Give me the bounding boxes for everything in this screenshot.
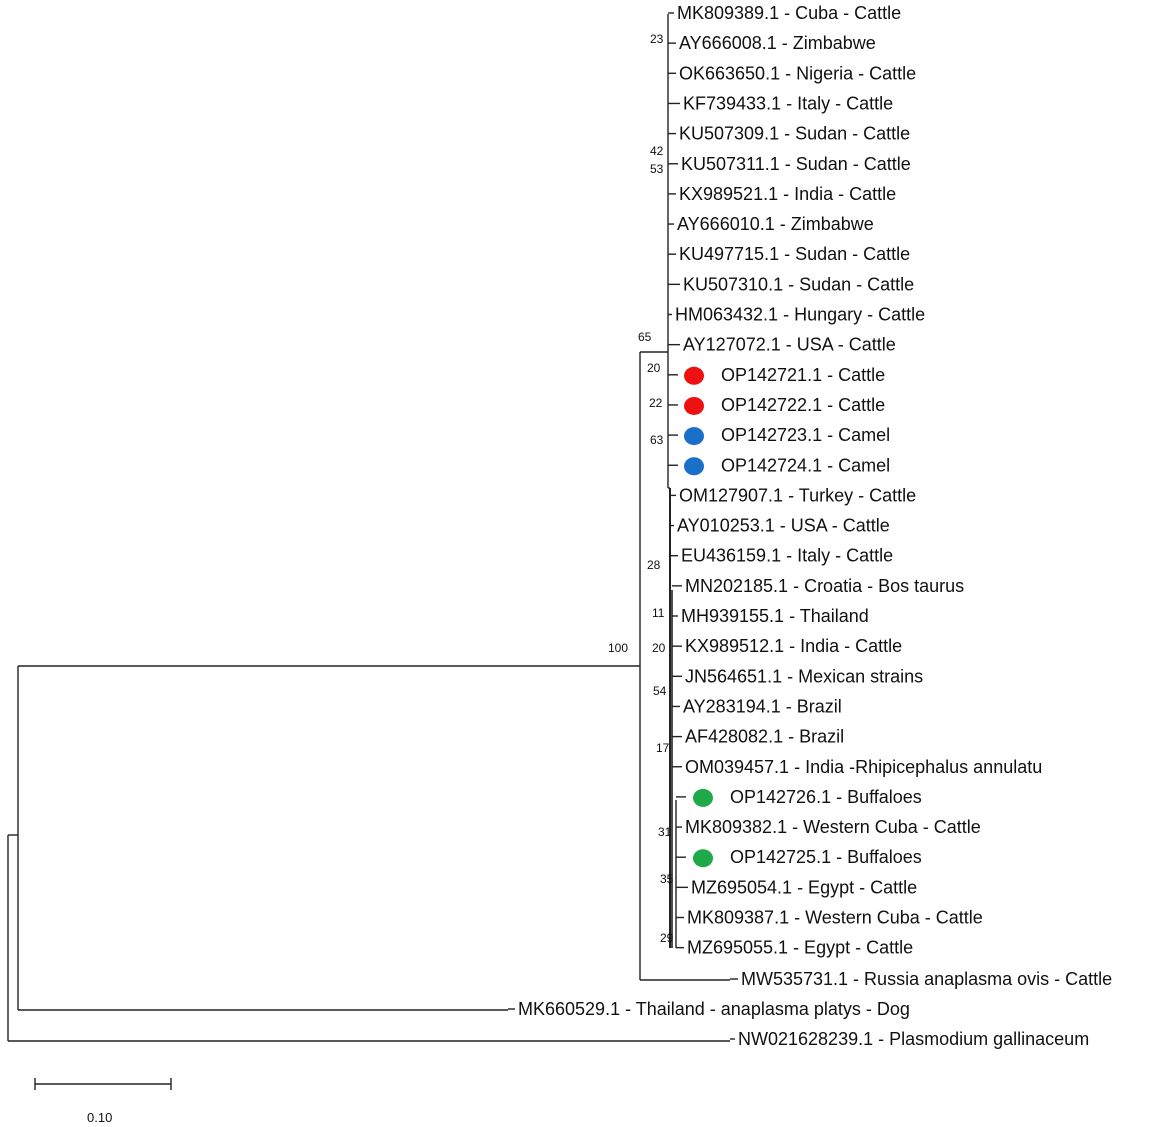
bootstrap-value: 100 xyxy=(608,641,628,655)
taxon-label: KU497715.1 - Sudan - Cattle xyxy=(679,244,910,264)
taxon-label: OM039457.1 - India -Rhipicephalus annula… xyxy=(685,757,1042,777)
green-sample-marker xyxy=(693,788,713,807)
bootstrap-value: 53 xyxy=(650,162,664,176)
bootstrap-value: 20 xyxy=(647,361,661,375)
sample-markers xyxy=(684,366,713,868)
scale-bar-label: 0.10 xyxy=(87,1110,112,1125)
bootstrap-value: 42 xyxy=(650,144,664,158)
bootstrap-value: 65 xyxy=(638,330,652,344)
taxon-label: OP142724.1 - Camel xyxy=(721,455,890,475)
bootstrap-value: 20 xyxy=(652,641,666,655)
taxon-label: KF739433.1 - Italy - Cattle xyxy=(683,93,893,113)
scale-bar: 0.10 xyxy=(34,1078,172,1125)
bootstrap-value: 22 xyxy=(649,396,663,410)
taxon-label: AY666008.1 - Zimbabwe xyxy=(679,33,876,53)
taxon-label: OK663650.1 - Nigeria - Cattle xyxy=(679,63,916,83)
taxon-label: MK660529.1 - Thailand - anaplasma platys… xyxy=(518,999,910,1019)
blue-sample-marker xyxy=(684,427,704,446)
blue-sample-marker xyxy=(684,457,704,476)
taxon-label: KU507309.1 - Sudan - Cattle xyxy=(679,124,910,144)
red-sample-marker xyxy=(684,366,704,385)
taxon-label: KU507311.1 - Sudan - Cattle xyxy=(681,154,911,174)
red-sample-marker xyxy=(684,396,704,415)
taxon-label: MZ695054.1 - Egypt - Cattle xyxy=(691,877,917,897)
taxon-label: KX989521.1 - India - Cattle xyxy=(679,184,896,204)
taxon-label: MK809389.1 - Cuba - Cattle xyxy=(677,3,901,23)
bootstrap-value: 63 xyxy=(650,433,664,447)
taxon-label: AY283194.1 - Brazil xyxy=(683,696,842,716)
taxon-label: MZ695055.1 - Egypt - Cattle xyxy=(687,938,913,958)
taxon-label: OM127907.1 - Turkey - Cattle xyxy=(679,485,916,505)
taxon-label: OP142721.1 - Cattle xyxy=(721,365,885,385)
taxon-label: OP142723.1 - Camel xyxy=(721,425,890,445)
green-sample-marker xyxy=(693,849,713,868)
taxon-label: OP142726.1 - Buffaloes xyxy=(730,787,922,807)
taxon-label: KX989512.1 - India - Cattle xyxy=(685,636,902,656)
taxon-labels: MK809389.1 - Cuba - Cattle AY666008.1 - Z… xyxy=(518,3,1112,1049)
taxon-label: JN564651.1 - Mexican strains xyxy=(685,666,923,686)
taxon-label: AY666010.1 - Zimbabwe xyxy=(677,214,874,234)
taxon-label: AY127072.1 - USA - Cattle xyxy=(683,335,896,355)
bootstrap-value: 29 xyxy=(660,931,674,945)
bootstrap-value: 17 xyxy=(656,741,670,755)
taxon-label: OP142725.1 - Buffaloes xyxy=(730,847,922,867)
taxon-label: MK809387.1 - Western Cuba - Cattle xyxy=(687,908,983,928)
bootstrap-value: 31 xyxy=(658,825,672,839)
taxon-label: KU507310.1 - Sudan - Cattle xyxy=(683,274,914,294)
bootstrap-value: 23 xyxy=(650,32,664,46)
taxon-label: MK809382.1 - Western Cuba - Cattle xyxy=(685,817,981,837)
bootstrap-values: 23 42 53 65 20 22 63 28 11 20 54 17 31 35 29 100 xyxy=(608,32,674,945)
taxon-label: HM063432.1 - Hungary - Cattle xyxy=(675,305,925,325)
taxon-label: OP142722.1 - Cattle xyxy=(721,395,885,415)
taxon-label: NW021628239.1 - Plasmodium gallinaceum xyxy=(738,1029,1089,1049)
taxon-label: AY010253.1 - USA - Cattle xyxy=(677,516,890,536)
bootstrap-value: 28 xyxy=(647,558,661,572)
taxon-label: EU436159.1 - Italy - Cattle xyxy=(681,546,893,566)
bootstrap-value: 35 xyxy=(660,872,674,886)
leaf-branches xyxy=(508,12,738,1040)
taxon-label: MW535731.1 - Russia anaplasma ovis - Cat… xyxy=(741,969,1112,989)
bootstrap-value: 11 xyxy=(652,606,665,620)
taxon-label: AF428082.1 - Brazil xyxy=(685,727,844,747)
taxon-label: MH939155.1 - Thailand xyxy=(681,606,869,626)
taxon-label: MN202185.1 - Croatia - Bos taurus xyxy=(685,576,964,596)
tree-branches xyxy=(7,14,730,1042)
bootstrap-value: 54 xyxy=(653,684,667,698)
